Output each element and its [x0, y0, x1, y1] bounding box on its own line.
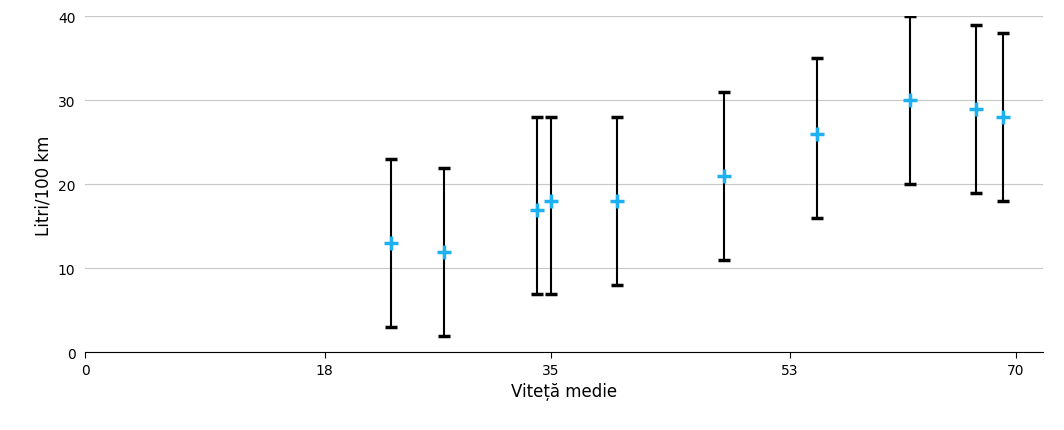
- X-axis label: Viteță medie: Viteță medie: [511, 383, 617, 400]
- Y-axis label: Litri/100 km: Litri/100 km: [34, 135, 52, 235]
